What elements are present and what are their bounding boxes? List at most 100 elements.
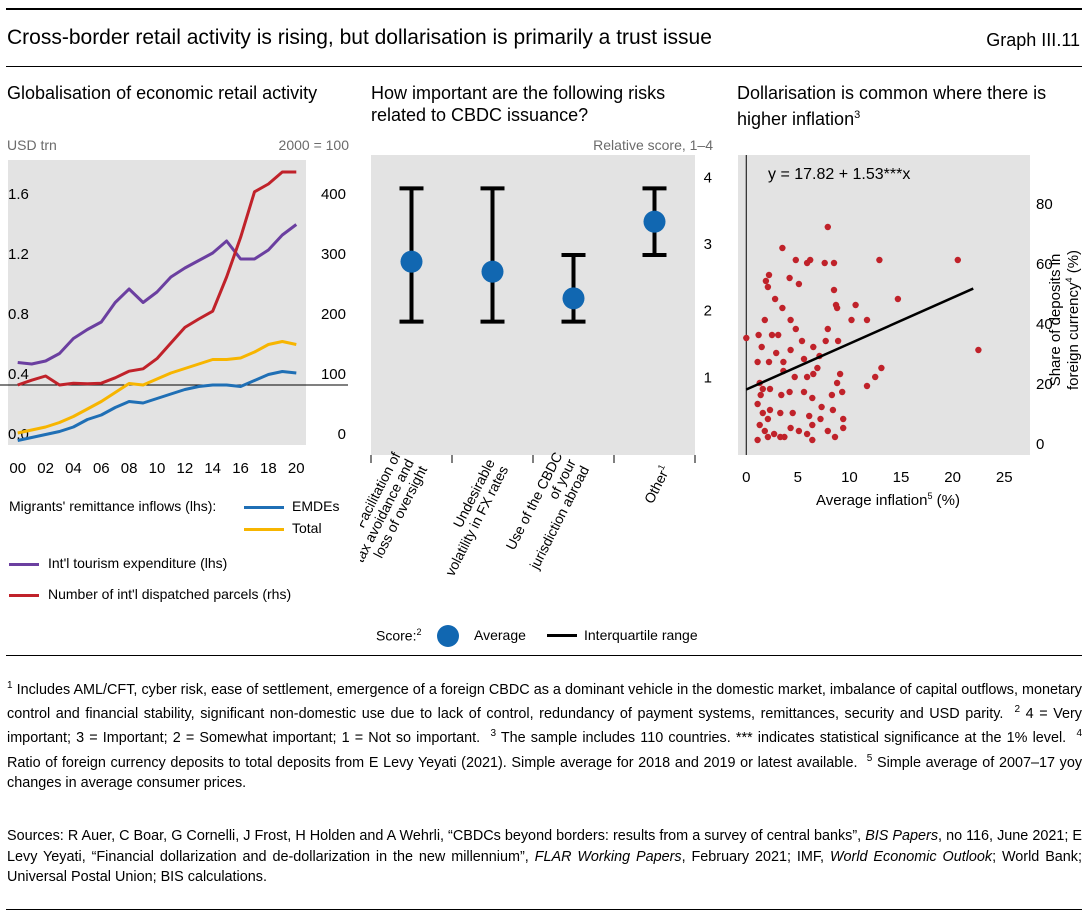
scatter-point xyxy=(828,391,836,399)
middle-y-tick-label: 2 xyxy=(704,303,712,320)
scatter-point xyxy=(766,406,774,414)
scatter-point xyxy=(773,349,780,357)
scatter-point xyxy=(878,364,885,372)
x-tick-label: 0 xyxy=(742,469,750,486)
scatter-point xyxy=(833,379,841,387)
average-dot xyxy=(643,210,666,233)
scatter-point xyxy=(764,433,772,441)
graph-number: Graph III.11 xyxy=(986,30,1080,50)
average-dot xyxy=(400,250,423,273)
scatter-point xyxy=(786,274,793,282)
scatter-point xyxy=(758,343,765,351)
x-axis-label: Average inflation5 (%) xyxy=(816,491,960,509)
total-line xyxy=(17,340,297,435)
right-y-tick-label: 200 xyxy=(321,306,346,323)
y-tick-label: 40 xyxy=(1036,316,1053,333)
scatter-point xyxy=(809,394,816,402)
scatter-point xyxy=(876,256,883,264)
x-tick-label: 5 xyxy=(794,469,802,486)
x-tick-label: 12 xyxy=(177,460,194,477)
scatter-point xyxy=(817,415,824,423)
parcels-line xyxy=(17,170,297,387)
average-dot xyxy=(481,260,504,283)
scatter-point xyxy=(800,355,808,363)
scatter-point xyxy=(789,409,796,417)
footnote-5: 5 Simple average of 2007–17 yoy changes … xyxy=(7,752,1083,792)
scatter-point xyxy=(954,256,961,264)
scatter-point xyxy=(810,370,817,378)
scatter-point xyxy=(852,301,859,309)
scatter-point xyxy=(834,337,842,345)
regression-equation: y = 17.82 + 1.53***x xyxy=(768,166,910,183)
scatter-point xyxy=(764,283,772,291)
x-tick-label: 10 xyxy=(841,469,858,486)
scatter-point xyxy=(754,436,761,444)
x-tick-label: 06 xyxy=(93,460,110,477)
scatter-point xyxy=(780,358,787,366)
scatter-point xyxy=(848,316,855,324)
scatter-point xyxy=(840,424,847,432)
right-y-tick-label: 100 xyxy=(321,366,346,383)
middle-plot-area xyxy=(371,155,695,455)
left-plot-area xyxy=(8,160,306,445)
legend-total-label: Total xyxy=(292,520,322,536)
scatter-point xyxy=(800,388,808,396)
bottom-rule xyxy=(6,909,1082,910)
legend-total-swatch xyxy=(244,528,284,531)
scatter-point xyxy=(975,346,982,354)
x-tick-label: 15 xyxy=(893,469,910,486)
scatter-point xyxy=(822,337,829,345)
x-tick-label: 04 xyxy=(65,460,82,477)
scatter-point xyxy=(792,256,799,264)
x-tick-label: 00 xyxy=(9,460,26,477)
middle-y-tick-label: 4 xyxy=(704,169,712,186)
right-scatter-chart: y = 17.82 + 1.53***x 0 5 10 15 20 25 0 20 40 60 80 A… xyxy=(738,155,1082,509)
scatter-point xyxy=(824,427,831,435)
left-y-tick-label: 0.8 xyxy=(8,306,29,323)
scatter-point xyxy=(754,358,761,366)
scatter-point xyxy=(803,373,811,381)
scatter-point xyxy=(759,385,766,393)
scatter-point xyxy=(761,427,768,435)
emdes-line xyxy=(17,370,297,442)
scatter-point xyxy=(771,295,779,303)
scatter-point xyxy=(779,304,786,312)
x-tick-label: 08 xyxy=(121,460,138,477)
scatter-point xyxy=(757,391,764,399)
scatter-point xyxy=(840,415,847,423)
scatter-point xyxy=(836,370,844,378)
scatter-point xyxy=(829,406,837,414)
scatter-point xyxy=(839,388,846,396)
legend-iqr-swatch xyxy=(547,634,577,637)
legend-parcels-label: Number of int'l dispatched parcels (rhs) xyxy=(48,586,292,602)
scatter-point xyxy=(770,430,778,438)
scatter-point xyxy=(863,316,871,324)
scatter-point xyxy=(809,436,816,444)
scatter-point xyxy=(755,331,762,339)
footnotes: 1 Includes AML/CFT, cyber risk, ease of … xyxy=(7,676,1082,794)
scatter-point xyxy=(766,385,774,393)
x-tick-label: 20 xyxy=(944,469,961,486)
scatter-point xyxy=(795,280,803,288)
scatter-point xyxy=(743,334,750,342)
scatter-point xyxy=(803,430,811,438)
scatter-point xyxy=(894,295,902,303)
scatter-point xyxy=(810,343,817,351)
scatter-point xyxy=(786,388,793,396)
category-label: Other1 xyxy=(640,463,673,506)
scatter-point xyxy=(818,403,825,411)
scatter-point xyxy=(765,271,773,279)
scatter-point xyxy=(833,304,841,312)
scatter-point xyxy=(779,244,786,252)
scatter-point xyxy=(821,259,828,267)
scatter-point xyxy=(778,391,785,399)
scatter-point xyxy=(775,331,782,339)
scatter-point xyxy=(777,409,784,417)
x-tick-label: 25 xyxy=(996,469,1013,486)
legend-emdes-swatch xyxy=(244,506,284,509)
legend-remittance-prefix: Migrants' remittance inflows (lhs): xyxy=(9,498,217,514)
scatter-point xyxy=(764,415,772,423)
middle-unit: Relative score, 1–4 xyxy=(593,137,713,153)
legend-average-dot xyxy=(437,625,459,647)
scatter-point xyxy=(768,331,776,339)
